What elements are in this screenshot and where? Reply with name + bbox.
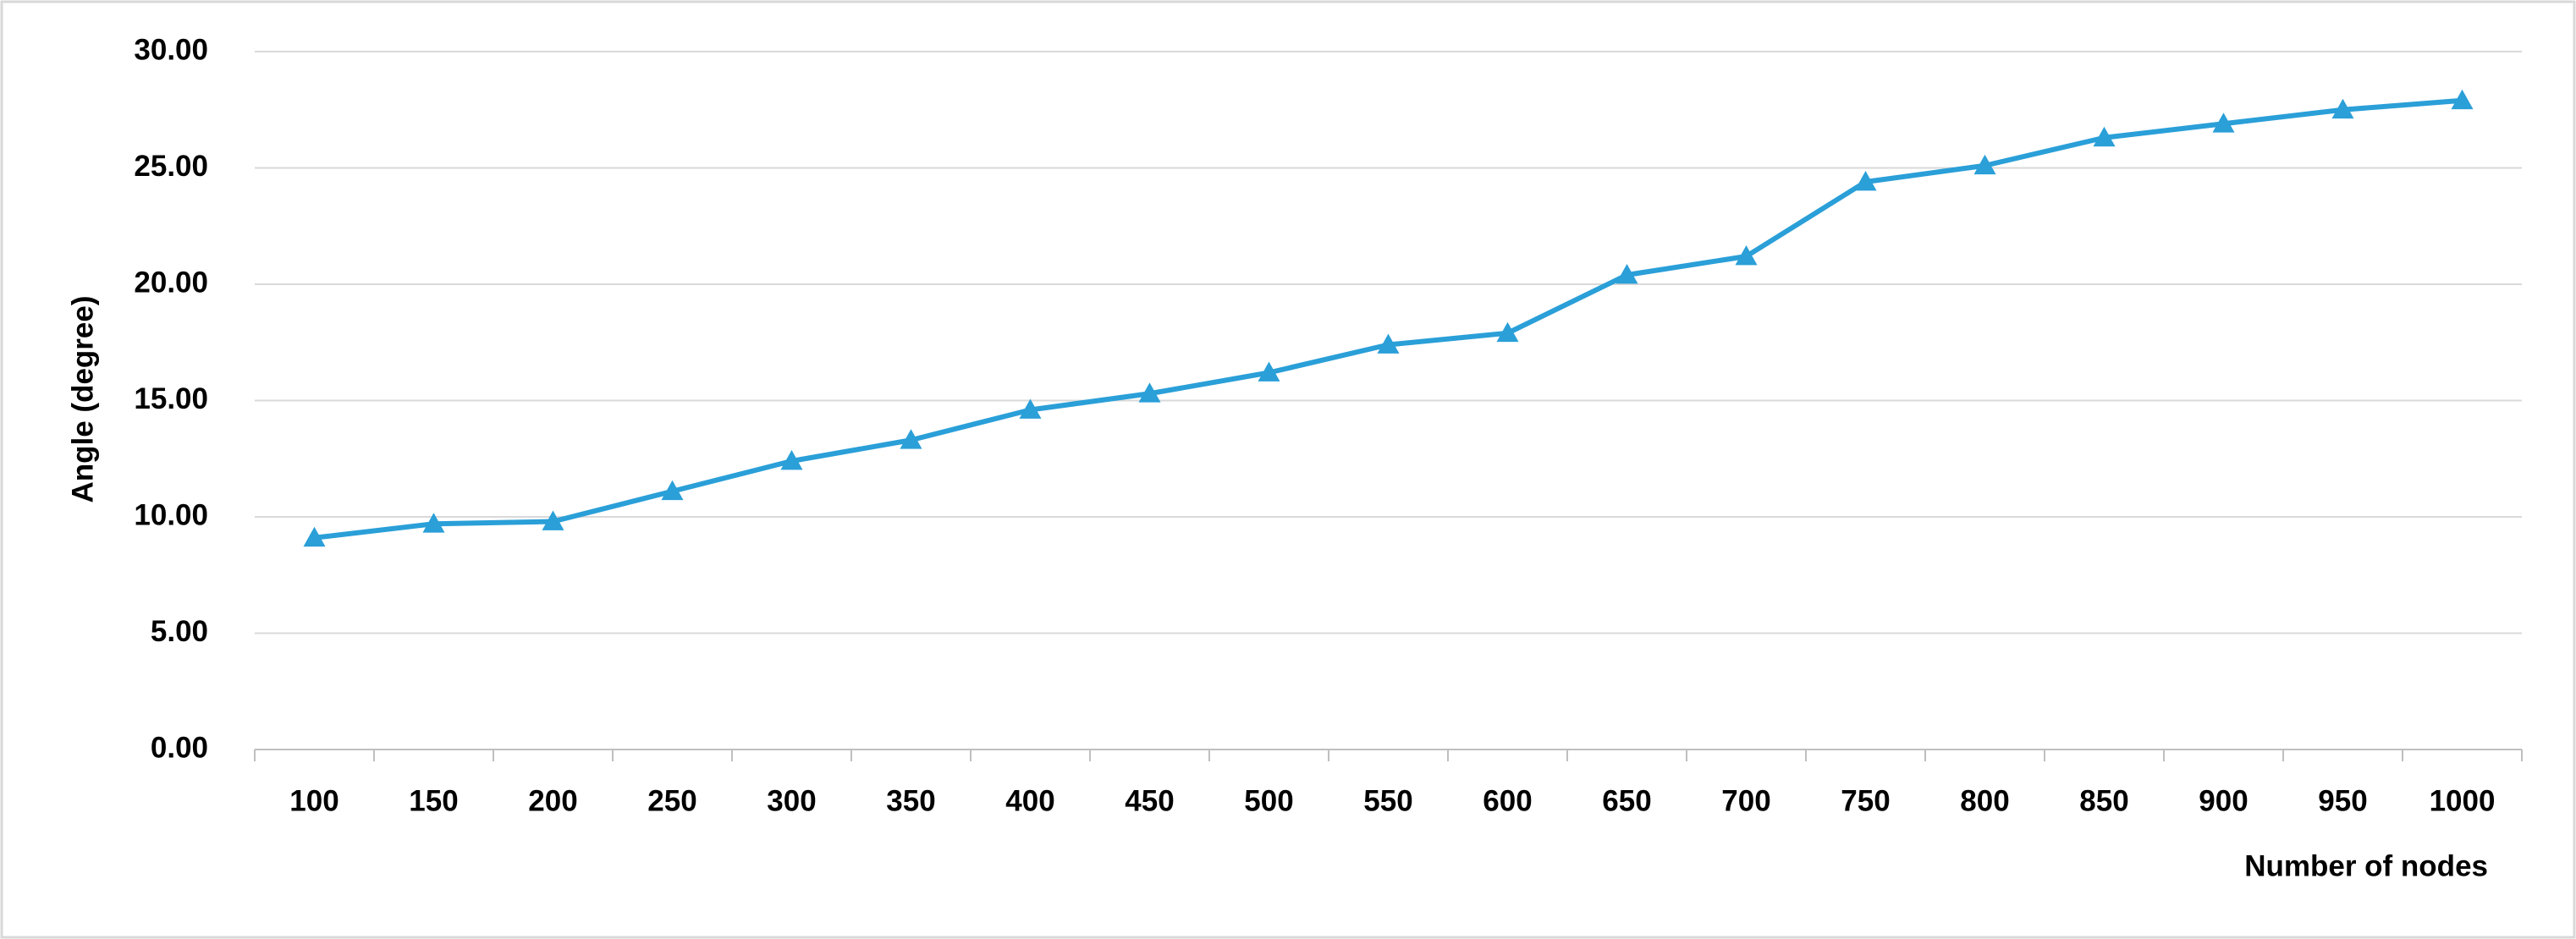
data-marker — [1496, 321, 1519, 343]
y-tick-label: 10.00 — [134, 498, 208, 531]
x-tick-label: 1000 — [2430, 784, 2496, 817]
y-axis-title: Angle (degree) — [66, 295, 99, 502]
x-tick-label: 700 — [1721, 784, 1770, 817]
y-tick-label: 5.00 — [151, 615, 208, 648]
data-marker — [2451, 89, 2474, 110]
x-tick-label: 150 — [409, 784, 458, 817]
data-marker — [1019, 398, 1042, 419]
data-marker — [2093, 126, 2116, 147]
y-tick-label: 30.00 — [134, 33, 208, 66]
x-tick-label: 250 — [647, 784, 696, 817]
data-marker — [542, 510, 564, 530]
data-marker — [661, 480, 684, 501]
x-tick-label: 400 — [1005, 784, 1054, 817]
x-tick-label: 850 — [2079, 784, 2128, 817]
data-marker — [303, 526, 326, 547]
x-tick-label: 500 — [1244, 784, 1293, 817]
data-marker — [1973, 154, 1996, 175]
x-tick-label: 300 — [767, 784, 816, 817]
data-marker — [2331, 98, 2354, 119]
data-marker — [422, 513, 445, 533]
x-tick-label: 750 — [1841, 784, 1890, 817]
x-tick-label: 550 — [1363, 784, 1412, 817]
x-tick-label: 200 — [528, 784, 577, 817]
data-marker — [1138, 382, 1161, 403]
x-tick-label: 450 — [1125, 784, 1174, 817]
y-tick-label: 0.00 — [151, 731, 208, 764]
data-marker — [900, 429, 922, 449]
x-tick-label: 100 — [289, 784, 339, 817]
y-tick-label: 20.00 — [134, 266, 208, 299]
x-tick-label: 650 — [1602, 784, 1651, 817]
x-tick-label: 800 — [1960, 784, 2009, 817]
y-tick-label: 25.00 — [134, 150, 208, 183]
x-tick-label: 350 — [886, 784, 935, 817]
data-marker — [1616, 264, 1638, 284]
x-tick-label: 950 — [2318, 784, 2367, 817]
x-tick-label: 600 — [1483, 784, 1532, 817]
data-marker — [1377, 333, 1400, 354]
y-tick-label: 15.00 — [134, 382, 208, 415]
data-marker — [2212, 113, 2235, 133]
data-marker — [1854, 171, 1877, 191]
data-marker — [780, 450, 803, 470]
x-tick-label: 900 — [2199, 784, 2248, 817]
x-axis-title: Number of nodes — [2244, 849, 2488, 882]
data-marker — [1258, 361, 1280, 382]
data-marker — [1735, 245, 1758, 266]
